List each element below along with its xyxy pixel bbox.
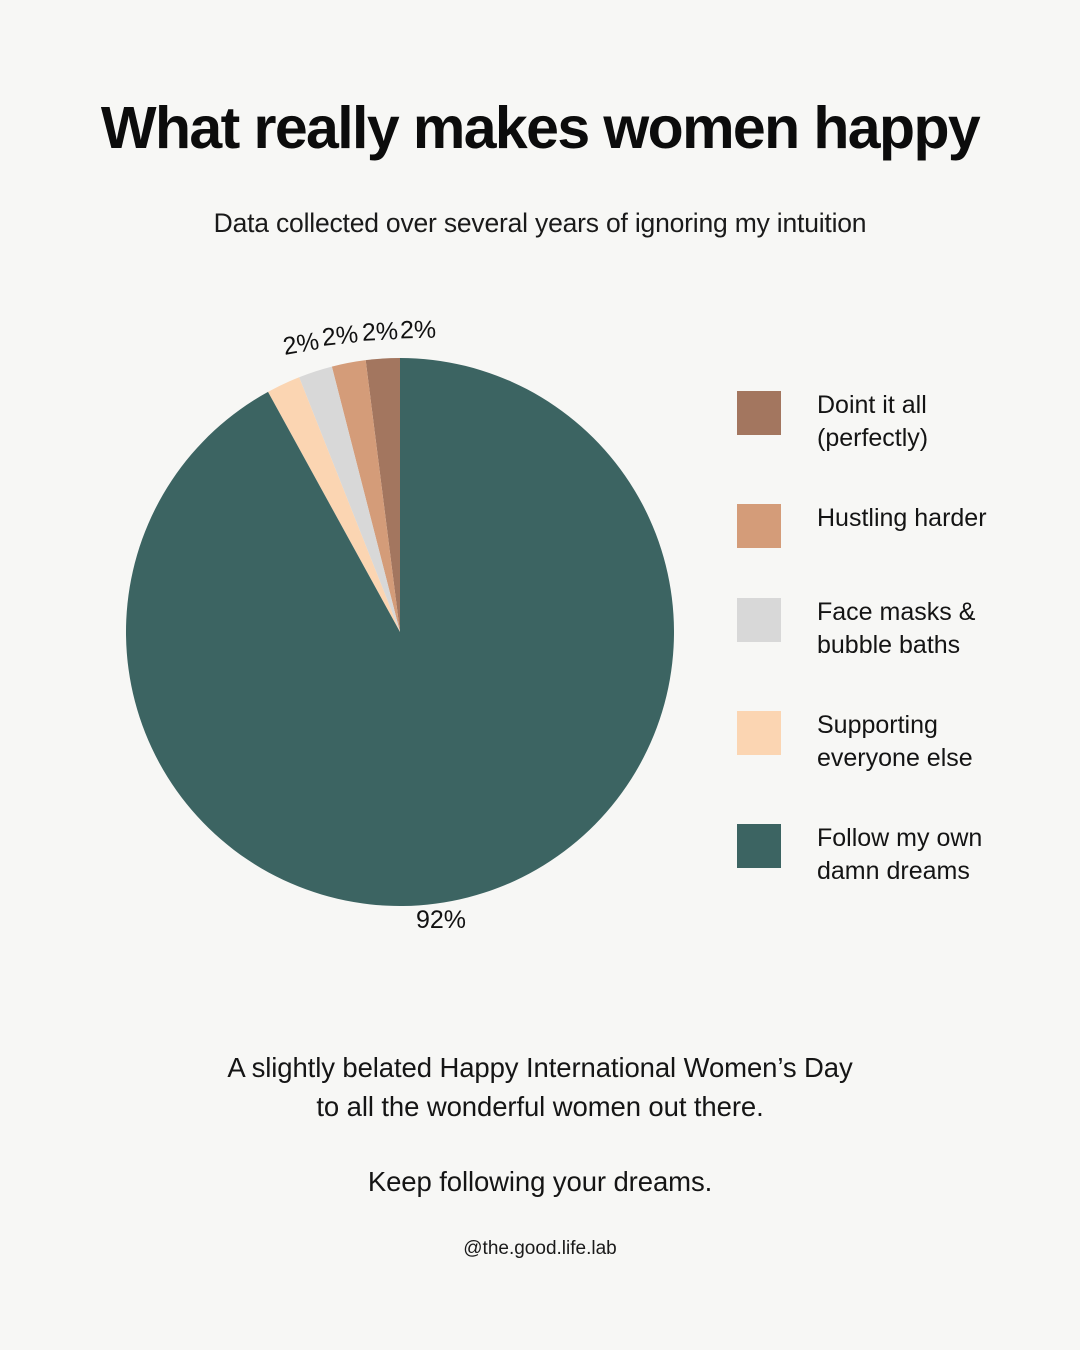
pie-slice[interactable] [125, 358, 674, 906]
footer-message: A slightly belated Happy International W… [227, 1052, 853, 1123]
legend-color-swatch [737, 504, 781, 548]
legend-item-label: Doint it all (perfectly) [817, 391, 929, 452]
pie-slice-label-2: 2% [361, 317, 399, 347]
legend-item-label: Face masks & bubble baths [817, 598, 976, 659]
pie-slice-label-4: 92% [416, 906, 467, 934]
pie-chart-region: 2% 2% 2% 2% 92% Doint it all (perfectly)… [0, 300, 1080, 980]
pie-slice[interactable] [331, 360, 400, 632]
legend-item[interactable]: Doint it all (perfectly) [737, 388, 1037, 454]
legend-item-label: Follow my own damn dreams [817, 824, 983, 885]
legend-item[interactable]: Follow my own damn dreams [737, 821, 1037, 887]
legend-item[interactable]: Face masks & bubble baths [737, 595, 1037, 661]
account-handle: @the.good.life.lab [463, 1238, 617, 1260]
legend-color-swatch [737, 824, 781, 868]
pie-slice[interactable] [365, 358, 400, 632]
chart-legend: Doint it all (perfectly) Hustling harder F… [737, 388, 1037, 887]
pie-slice[interactable] [299, 366, 400, 632]
pie-chart [125, 357, 675, 907]
pie-slice-label-0: 2% [280, 327, 322, 361]
footer-closing: Keep following your dreams. [367, 1166, 713, 1198]
legend-item-label: Hustling harder [817, 504, 987, 532]
page-title: What really makes women happy [100, 95, 981, 161]
page-subtitle: Data collected over several years of ign… [213, 208, 867, 238]
pie-slice-label-3: 2% [399, 315, 437, 345]
pie-chart-svg [125, 358, 674, 906]
pie-slice[interactable] [267, 377, 400, 632]
legend-color-swatch [737, 391, 781, 435]
legend-item[interactable]: Supporting everyone else [737, 708, 1037, 774]
legend-color-swatch [737, 598, 781, 642]
pie-slice-label-1: 2% [320, 320, 360, 352]
legend-item-label: Supporting everyone else [817, 711, 973, 772]
legend-color-swatch [737, 711, 781, 755]
legend-item[interactable]: Hustling harder [737, 501, 1037, 548]
footer: A slightly belated Happy International W… [0, 1048, 1080, 1260]
